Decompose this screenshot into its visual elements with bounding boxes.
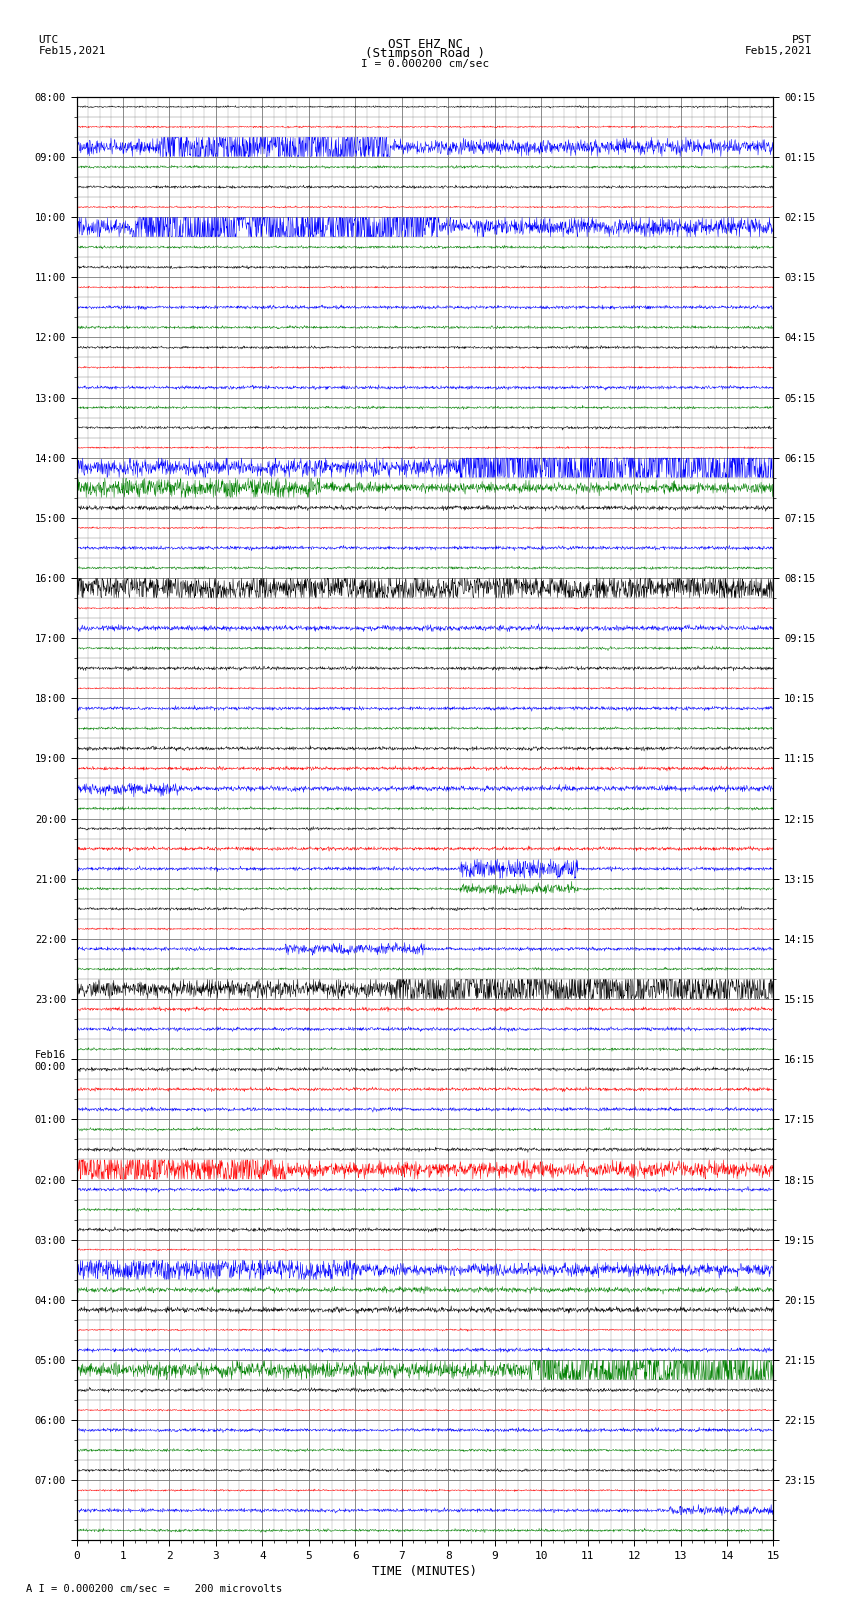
X-axis label: TIME (MINUTES): TIME (MINUTES) xyxy=(372,1565,478,1578)
Text: I = 0.000200 cm/sec: I = 0.000200 cm/sec xyxy=(361,60,489,69)
Text: UTC: UTC xyxy=(38,35,59,45)
Text: A I = 0.000200 cm/sec =    200 microvolts: A I = 0.000200 cm/sec = 200 microvolts xyxy=(26,1584,281,1594)
Text: OST EHZ NC: OST EHZ NC xyxy=(388,37,462,50)
Text: Feb15,2021: Feb15,2021 xyxy=(38,47,105,56)
Text: (Stimpson Road ): (Stimpson Road ) xyxy=(365,47,485,60)
Text: PST: PST xyxy=(791,35,812,45)
Text: Feb15,2021: Feb15,2021 xyxy=(745,47,812,56)
